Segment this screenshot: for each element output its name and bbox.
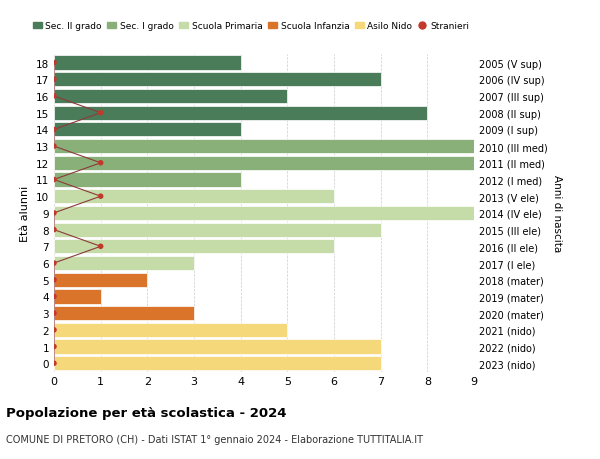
Point <box>49 360 59 367</box>
Point <box>49 293 59 301</box>
Point <box>96 193 106 201</box>
Point <box>49 76 59 84</box>
Point <box>49 60 59 67</box>
Bar <box>54 106 427 121</box>
Point <box>49 260 59 267</box>
Bar <box>54 290 101 304</box>
Text: Popolazione per età scolastica - 2024: Popolazione per età scolastica - 2024 <box>6 406 287 419</box>
Point <box>49 310 59 317</box>
Bar <box>54 140 474 154</box>
Bar <box>54 73 380 87</box>
Bar <box>54 207 474 220</box>
Bar <box>54 173 241 187</box>
Point <box>96 110 106 117</box>
Point <box>96 243 106 251</box>
Point <box>49 226 59 234</box>
Y-axis label: Anni di nascita: Anni di nascita <box>551 175 562 252</box>
Point <box>49 93 59 101</box>
Bar <box>54 273 148 287</box>
Point <box>49 326 59 334</box>
Text: COMUNE DI PRETORO (CH) - Dati ISTAT 1° gennaio 2024 - Elaborazione TUTTITALIA.IT: COMUNE DI PRETORO (CH) - Dati ISTAT 1° g… <box>6 434 423 444</box>
Point <box>49 176 59 184</box>
Bar <box>54 157 474 170</box>
Point <box>49 343 59 351</box>
Y-axis label: Età alunni: Età alunni <box>20 185 31 241</box>
Bar <box>54 123 241 137</box>
Bar <box>54 223 380 237</box>
Bar <box>54 323 287 337</box>
Bar <box>54 190 334 204</box>
Bar <box>54 240 334 254</box>
Bar <box>54 306 194 320</box>
Bar <box>54 90 287 104</box>
Point <box>49 126 59 134</box>
Bar <box>54 340 380 354</box>
Bar <box>54 56 241 71</box>
Point <box>49 210 59 217</box>
Bar <box>54 257 194 270</box>
Point <box>49 276 59 284</box>
Bar <box>54 356 380 370</box>
Point <box>49 143 59 151</box>
Point <box>96 160 106 167</box>
Legend: Sec. II grado, Sec. I grado, Scuola Primaria, Scuola Infanzia, Asilo Nido, Stran: Sec. II grado, Sec. I grado, Scuola Prim… <box>29 18 473 34</box>
